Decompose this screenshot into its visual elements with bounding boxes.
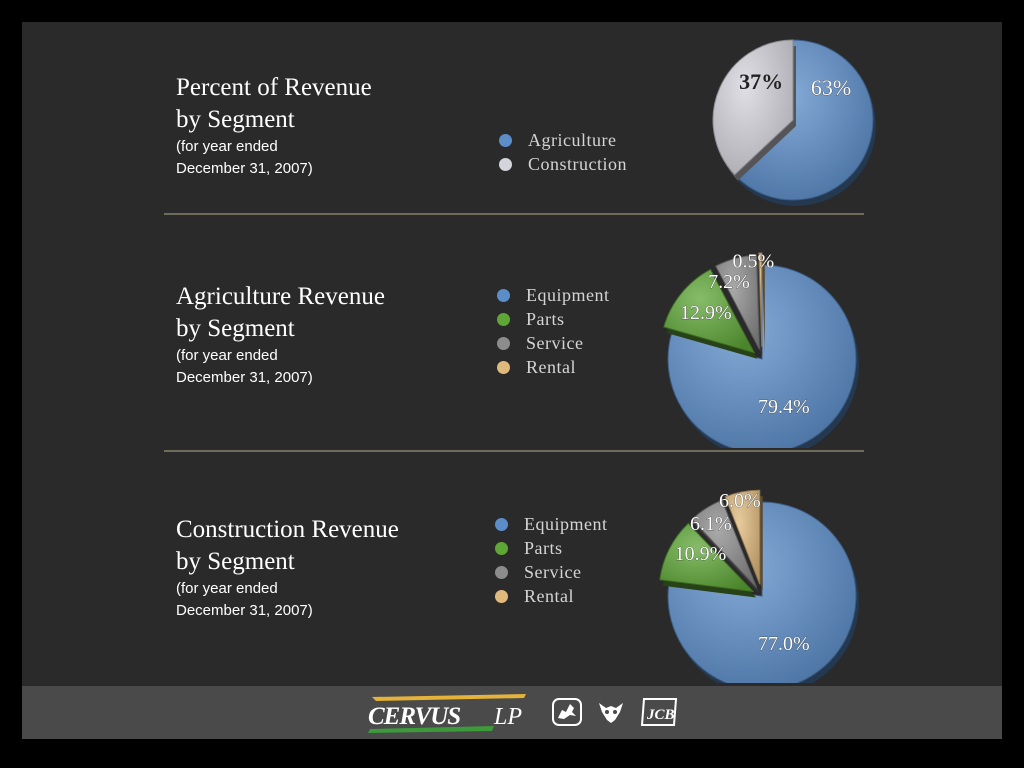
title-line-1: Agriculture Revenue [176,283,385,310]
title-construction-revenue: Construction Revenue by Segment (for yea… [176,514,399,622]
pie-label-equipment: 77.0% [758,633,810,655]
legend-label: Parts [526,308,565,329]
legend-label: Equipment [526,284,610,305]
pie-label-equipment: 79.4% [758,396,810,418]
subtitle-line-2: December 31, 2007) [176,160,313,177]
legend-label: Rental [526,356,576,377]
pie-slice-service [691,499,758,588]
legend-item-service: Service [495,560,608,584]
legend-item-equipment: Equipment [497,283,610,307]
legend-label: Parts [524,537,563,558]
legend-label: Agriculture [528,129,617,150]
pie-chart-construction: 77.0% 10.9% 6.1%6.0% [659,489,859,683]
slide: Percent of Revenue by Segment (for year … [22,22,1002,739]
legend-item-service: Service [497,331,610,355]
legend-item-equipment: Equipment [495,512,608,536]
legend-label: Rental [524,585,574,606]
pie-slice-agriculture [733,39,874,201]
legend-item-rental: Rental [495,584,608,608]
legend-swatch [497,360,510,374]
pie-chart-revenue: 63% 37% [712,39,876,206]
subtitle-line-1: (for year ended [176,347,278,364]
legend-construction: Equipment Parts Service Rental [495,512,608,608]
legend-swatch [499,133,512,147]
logo-suffix-text: LP [493,704,522,730]
pie-slice-rental [724,489,761,585]
pie-slice-service [715,254,760,350]
pie-label-parts: 10.9% [675,543,727,565]
subtitle-line-1: (for year ended [176,138,278,155]
legend-swatch [499,157,512,171]
legend-label: Service [526,332,584,353]
title-line-2: by Segment [176,548,295,575]
legend-item-parts: Parts [495,536,608,560]
divider-1 [164,213,864,215]
pie-chart-agriculture: 79.4% 12.9% 7.2%0.5% [663,250,859,448]
legend-agriculture: Equipment Parts Service Rental [497,283,610,379]
title-line-2: by Segment [176,106,295,133]
pie-label-parts: 12.9% [680,302,732,324]
pie-label-rental: 0.5% [733,251,775,273]
title-agriculture-revenue: Agriculture Revenue by Segment (for year… [176,281,385,389]
pie-slice-parts [659,522,755,593]
title-revenue-by-segment: Percent of Revenue by Segment (for year … [176,72,372,180]
pie-slice-construction [712,39,794,176]
pie-slice-equipment [667,264,857,448]
legend-swatch [495,517,508,531]
jcb-logo-icon: JCB [640,698,678,726]
subtitle-line-2: December 31, 2007) [176,602,313,619]
subtitle-line-1: (for year ended [176,580,278,597]
pie-label-agriculture: 63% [811,75,851,100]
footer-bar: CERVUS LP JCB [22,686,1002,739]
legend-item-construction: Construction [499,152,627,176]
divider-2 [164,450,864,452]
logo-swoosh-top [372,694,526,701]
pie-slice-equipment [667,501,857,683]
logo-swoosh-bottom [368,726,494,733]
legend-swatch [497,312,510,326]
pie-label-service: 7.2% [708,271,750,293]
legend-revenue: Agriculture Construction [499,128,627,176]
legend-swatch [497,336,510,350]
bobcat-logo-icon [599,703,623,723]
title-line-2: by Segment [176,315,295,342]
pie-label-service: 6.1% [690,513,732,535]
pie-slice-rental [758,252,763,348]
pie-label-construction: 37% [739,69,783,94]
pie-slice-shadow [761,259,765,354]
legend-label: Equipment [524,513,608,534]
title-line-1: Percent of Revenue [176,74,372,101]
legend-item-parts: Parts [497,307,610,331]
title-line-1: Construction Revenue [176,516,399,543]
logo-brand-text: CERVUS [368,703,460,730]
legend-swatch [495,589,508,603]
pie-label-rental: 6.0% [719,490,761,512]
subtitle-line-2: December 31, 2007) [176,369,313,386]
legend-label: Construction [528,153,627,174]
legend-swatch [495,565,508,579]
legend-swatch [495,541,508,555]
pie-slice-parts [663,268,756,354]
john-deere-logo-icon [552,698,582,726]
cervus-lp-logo: CERVUS LP [368,694,526,733]
jcb-logo-text: JCB [646,707,675,723]
legend-label: Service [524,561,582,582]
legend-swatch [497,288,510,302]
legend-item-rental: Rental [497,355,610,379]
legend-item-agriculture: Agriculture [499,128,627,152]
